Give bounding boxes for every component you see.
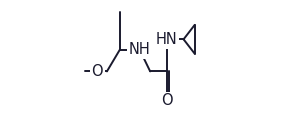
Text: NH: NH [129, 42, 151, 57]
Text: O: O [91, 64, 103, 79]
Text: HN: HN [156, 32, 177, 47]
Text: O: O [161, 93, 172, 108]
